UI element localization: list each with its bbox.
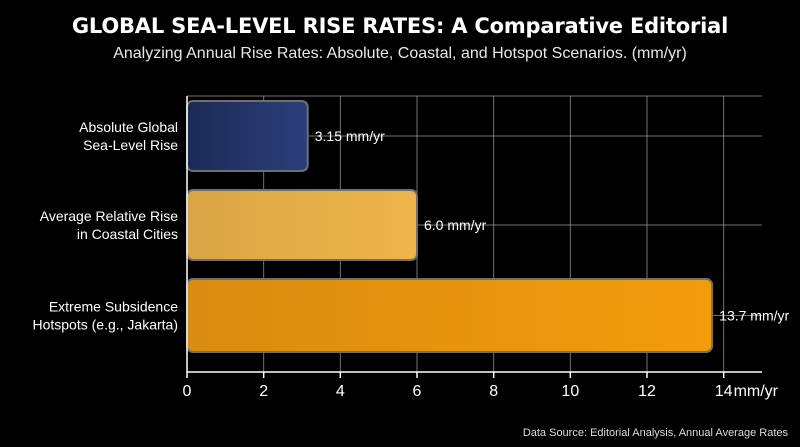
x-axis-label: mm/yr [734,383,779,400]
bar [186,189,418,261]
bar-value-label: 13.7 mm/yr [719,308,789,324]
chart-subtitle: Analyzing Annual Rise Rates: Absolute, C… [113,45,687,62]
category-label: Average Relative Rise [40,208,178,224]
data-source-note: Data Source: Editorial Analysis, Annual … [522,427,788,439]
bar-value-label: 6.0 mm/yr [424,217,487,233]
x-tick-label: 8 [489,383,498,400]
bars: 3.15 mm/yr 6.0 mm/yr 13.7 mm/yr [186,100,790,353]
category-label: Sea-Level Rise [83,137,178,153]
x-tick-label: 14 [715,383,733,400]
bar-value-label: 3.15 mm/yr [315,128,385,144]
bar [186,100,309,172]
x-tick-label: 12 [638,383,656,400]
category-label: in Coastal Cities [77,226,178,242]
x-tick-label: 4 [336,383,345,400]
x-tick-label: 10 [561,383,579,400]
category-label: Extreme Subsidence [49,299,178,315]
category-labels: Absolute Global Sea-Level Rise Average Rel… [32,119,178,333]
x-axis: 0 2 4 6 8 10 12 14 mm/yr [183,96,779,400]
x-tick-label: 2 [259,383,268,400]
x-tick-label: 6 [413,383,422,400]
category-label: Hotspots (e.g., Jakarta) [32,317,178,333]
x-tick-label: 0 [183,383,192,400]
chart-title: GLOBAL SEA-LEVEL RISE RATES: A Comparati… [71,14,729,38]
category-label: Absolute Global [79,119,178,135]
bar [186,278,714,353]
